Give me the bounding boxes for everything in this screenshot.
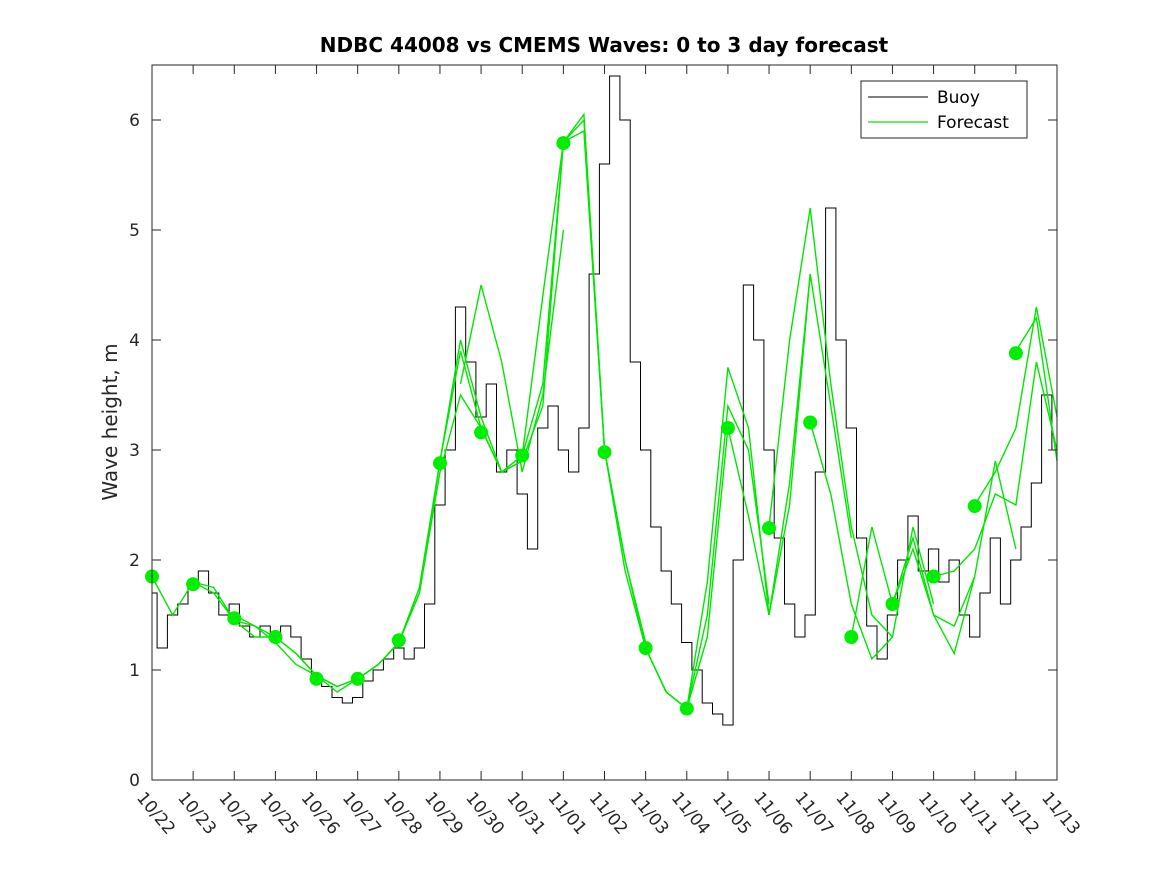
forecast-run-line-16 bbox=[768, 207, 894, 638]
marker-layer bbox=[145, 136, 1023, 716]
forecast-init-point bbox=[268, 630, 283, 644]
legend-forecast-label: Forecast bbox=[937, 113, 1009, 133]
legend: Buoy Forecast bbox=[860, 80, 1028, 139]
forecast-init-point bbox=[885, 597, 900, 611]
y-tick-label: 0 bbox=[129, 771, 140, 791]
forecast-init-point bbox=[762, 521, 776, 536]
forecast-run-line-19 bbox=[891, 460, 1017, 656]
forecast-run-line-22 bbox=[1015, 315, 1058, 462]
forecast-init-point bbox=[474, 425, 489, 440]
forecast-init-point bbox=[186, 577, 201, 592]
forecast-init-point bbox=[638, 641, 653, 655]
forecast-init-point bbox=[926, 569, 941, 584]
forecast-run-line-5 bbox=[357, 350, 482, 680]
forecast-init-point bbox=[556, 136, 571, 151]
forecast-init-point bbox=[309, 671, 324, 686]
y-tick-label: 5 bbox=[129, 221, 140, 241]
forecast-init-point bbox=[803, 415, 818, 430]
legend-buoy-label: Buoy bbox=[937, 88, 980, 108]
forecast-init-point bbox=[720, 421, 735, 435]
y-axis-title: Wave height, m bbox=[98, 343, 122, 500]
series-layer bbox=[151, 75, 1058, 726]
y-tick-label: 1 bbox=[129, 661, 140, 681]
chart-title: NDBC 44008 vs CMEMS Waves: 0 to 3 day fo… bbox=[320, 33, 889, 57]
y-tick-label: 2 bbox=[129, 551, 140, 571]
plot-area bbox=[152, 65, 1057, 780]
forecast-run-line-18 bbox=[850, 526, 976, 638]
forecast-init-point bbox=[515, 448, 530, 463]
legend-box bbox=[860, 80, 1028, 139]
forecast-run-line-14 bbox=[686, 273, 811, 709]
forecast-run-line-17 bbox=[809, 422, 935, 661]
forecast-run-line-0 bbox=[151, 576, 276, 638]
y-tick-label: 4 bbox=[129, 331, 140, 351]
forecast-run-line-21 bbox=[974, 306, 1058, 506]
forecast-init-point bbox=[433, 456, 447, 471]
forecast-init-point bbox=[350, 671, 365, 686]
forecast-init-point bbox=[844, 630, 859, 644]
forecast-run-line-15 bbox=[727, 273, 852, 616]
forecast-init-point bbox=[597, 445, 612, 460]
forecast-init-point bbox=[1008, 346, 1023, 361]
forecast-init-point bbox=[679, 701, 694, 716]
forecast-init-point bbox=[967, 499, 982, 514]
forecast-run-line-13 bbox=[644, 403, 770, 710]
y-tick-label: 6 bbox=[129, 111, 140, 131]
forecast-run-line-20 bbox=[933, 361, 1058, 578]
forecast-init-point bbox=[227, 611, 242, 626]
forecast-init-point bbox=[391, 633, 406, 648]
y-tick-label: 3 bbox=[129, 441, 140, 461]
